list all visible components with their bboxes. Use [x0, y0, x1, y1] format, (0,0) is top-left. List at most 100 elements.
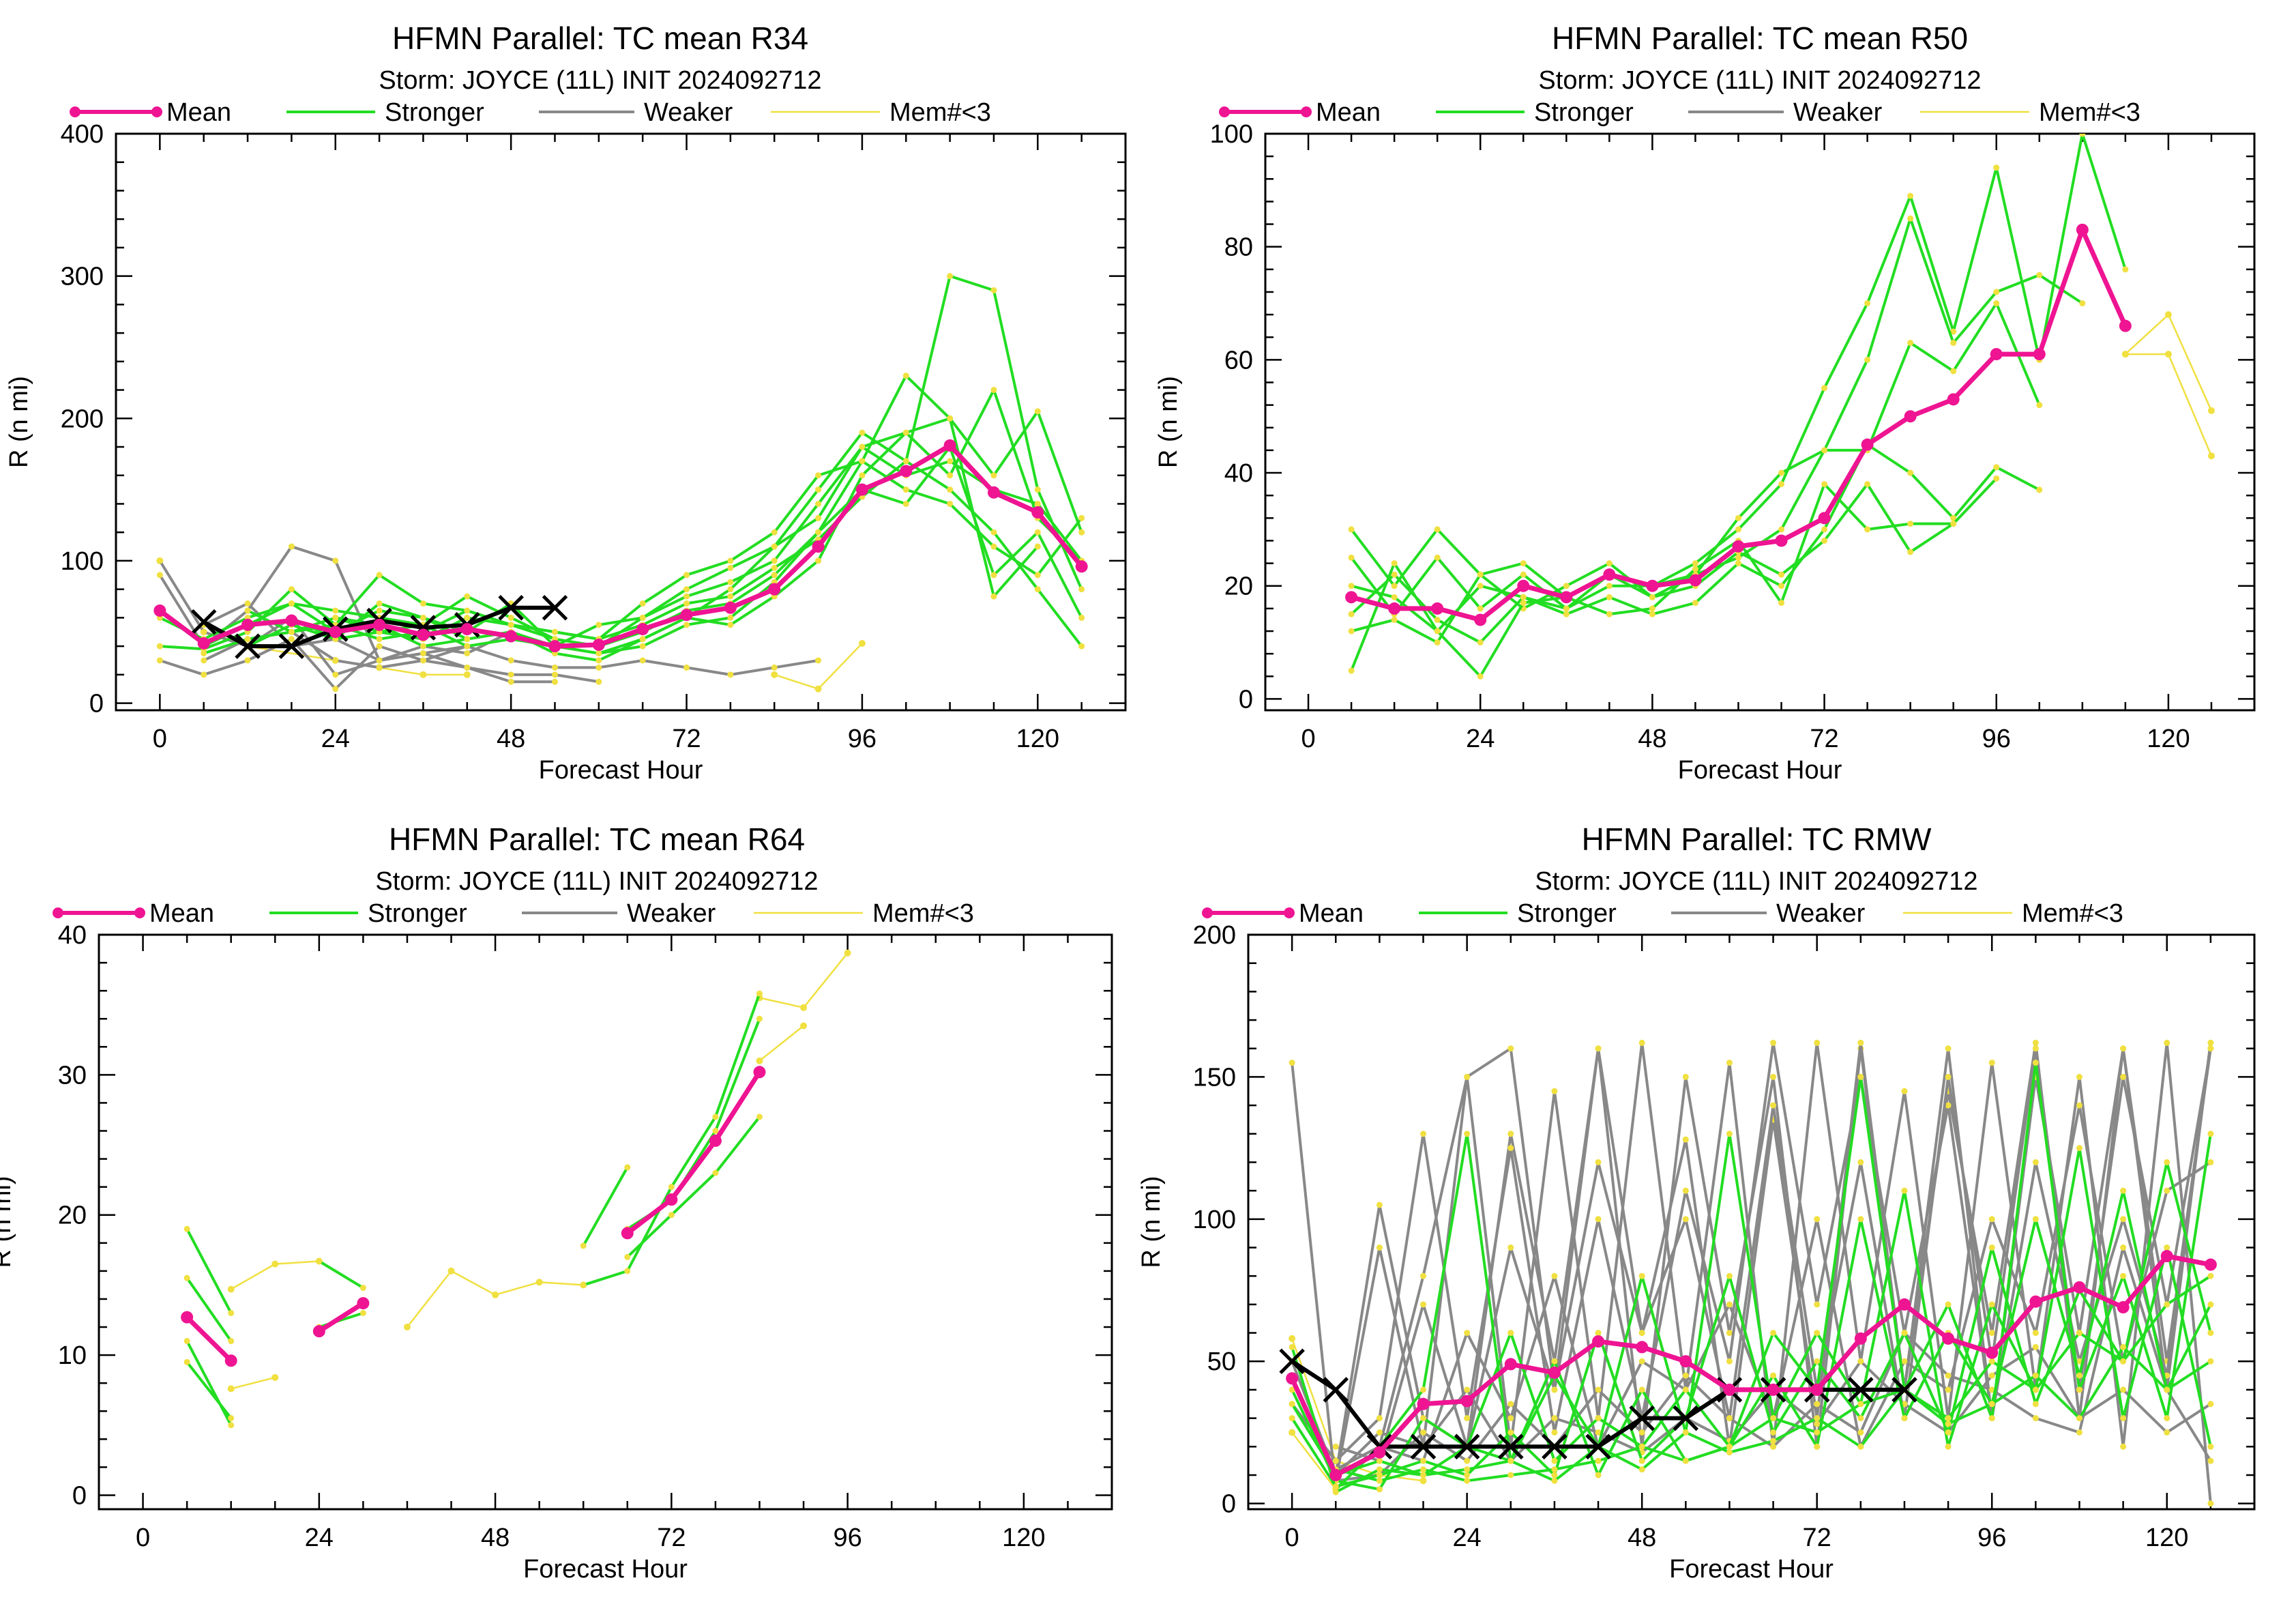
few-members-series — [1291, 1431, 1337, 1490]
stronger-series-point — [1348, 667, 1355, 674]
weaker-series-point — [1814, 1401, 1821, 1408]
stronger-series-point — [1595, 1415, 1602, 1422]
stronger-series-point — [2164, 1415, 2170, 1422]
y-tick-label: 0 — [1222, 1490, 1236, 1519]
mean-point — [1767, 1383, 1780, 1396]
legend: Mean Stronger Weaker Mem#<3 — [1202, 899, 2123, 928]
legend-label-weaker: Weaker — [627, 899, 716, 928]
observed-marker — [1848, 1377, 1874, 1403]
stronger-series-point — [1638, 1466, 1645, 1473]
few-members-series-point — [2207, 407, 2215, 414]
stronger-series-point — [580, 1242, 587, 1249]
stronger-series-point — [288, 600, 295, 607]
legend-label-mean: Mean — [149, 899, 214, 928]
mean-point — [2117, 1301, 2130, 1314]
stronger-series-point — [1907, 549, 1914, 555]
stronger-series-point — [947, 458, 954, 465]
stronger-series-point — [1778, 583, 1785, 589]
weaker-series-point — [1726, 1415, 1733, 1422]
legend-label-stronger: Stronger — [368, 899, 467, 928]
weaker-series-point — [156, 657, 163, 664]
mean-point — [1329, 1468, 1342, 1481]
stronger-series-point — [639, 600, 646, 607]
weaker-series-point — [1332, 1457, 1339, 1464]
stronger-series-point — [376, 600, 383, 607]
weaker-series-point — [1857, 1159, 1864, 1165]
stronger-series-point — [1649, 594, 1655, 600]
mean-point — [197, 637, 210, 650]
observed-marker — [278, 633, 305, 659]
observed-marker — [1585, 1433, 1611, 1460]
stronger-series-point — [902, 458, 909, 465]
mean-point — [153, 604, 166, 617]
mean-point — [1075, 560, 1088, 573]
stronger-series — [1291, 1132, 2212, 1491]
legend-marker-mean — [1301, 106, 1312, 117]
stronger-series-point — [316, 1258, 323, 1265]
weaker-series-point — [1507, 1045, 1514, 1052]
y-tick-label: 300 — [61, 263, 104, 291]
stronger-series-point — [2032, 1216, 2039, 1223]
stronger-series-point — [947, 486, 954, 493]
few-members-series-point — [800, 1022, 808, 1030]
stronger-series-point — [727, 564, 734, 571]
few-members-series — [2125, 313, 2213, 411]
stronger-series-point — [902, 486, 909, 493]
weaker-series-point — [2032, 1039, 2039, 1046]
mean-point — [2119, 319, 2132, 332]
y-tick-label: 60 — [1224, 346, 1253, 375]
x-tick-label: 0 — [153, 725, 167, 753]
x-tick-label: 48 — [481, 1524, 510, 1552]
stronger-series-point — [1821, 526, 1828, 533]
observed-marker — [1673, 1405, 1699, 1431]
few-members-series-point — [403, 1324, 411, 1331]
stronger-series — [1291, 1189, 2212, 1476]
mean-point — [285, 614, 298, 627]
weaker-series-point — [1551, 1386, 1558, 1393]
stronger-series-point — [1420, 1457, 1427, 1464]
stronger-series-point — [1649, 605, 1655, 612]
stronger-series-point — [2207, 1131, 2214, 1137]
mean-point — [181, 1311, 194, 1324]
weaker-series-point — [1376, 1429, 1383, 1436]
mean-point — [1898, 1298, 1911, 1311]
stronger-series-point — [1551, 1466, 1558, 1473]
observed-marker — [542, 595, 568, 621]
weaker-series-point — [2164, 1187, 2170, 1194]
stronger-series-point — [1595, 1472, 1602, 1479]
few-members-series-point — [227, 1285, 235, 1293]
stronger-series-point — [1391, 560, 1398, 567]
mean-point — [373, 618, 386, 631]
stronger-series-point — [1477, 673, 1484, 680]
stronger-series-point — [1864, 300, 1871, 307]
stronger-series-point — [683, 593, 690, 600]
y-tick-label: 400 — [61, 120, 104, 149]
y-tick-label: 10 — [58, 1341, 87, 1370]
legend-label-few: Mem#<3 — [872, 899, 974, 928]
stronger-series-point — [1595, 1457, 1602, 1464]
few-members-series-point — [2207, 452, 2215, 460]
few-members-series-point — [814, 685, 822, 693]
weaker-series-point — [1814, 1039, 1821, 1046]
stronger-series-point — [420, 643, 426, 650]
weaker-series-point — [1595, 1216, 1602, 1223]
weaker-series-point — [1988, 1330, 1995, 1337]
stronger-series-point — [2076, 1415, 2082, 1422]
mean-point — [1904, 410, 1917, 423]
legend: Mean Stronger Weaker Mem#<3 — [53, 899, 974, 928]
weaker-series-point — [771, 664, 778, 671]
stronger-series-point — [1945, 1421, 1952, 1427]
stronger-series-point — [1945, 1429, 1952, 1436]
stronger-series-point — [1907, 469, 1914, 476]
stronger-series-point — [1901, 1330, 1908, 1337]
stronger-series-point — [1477, 639, 1484, 646]
stronger-series-point — [1945, 1443, 1952, 1450]
y-axis-label: R (n mi) — [5, 376, 33, 468]
mean-point — [1417, 1397, 1430, 1410]
mean-point — [812, 540, 825, 553]
weaker-series-point — [1464, 1330, 1471, 1337]
mean-point — [592, 639, 605, 652]
stronger-series-point — [1606, 583, 1613, 589]
observed-marker — [1498, 1433, 1524, 1460]
few-members-series-point — [271, 1260, 279, 1268]
